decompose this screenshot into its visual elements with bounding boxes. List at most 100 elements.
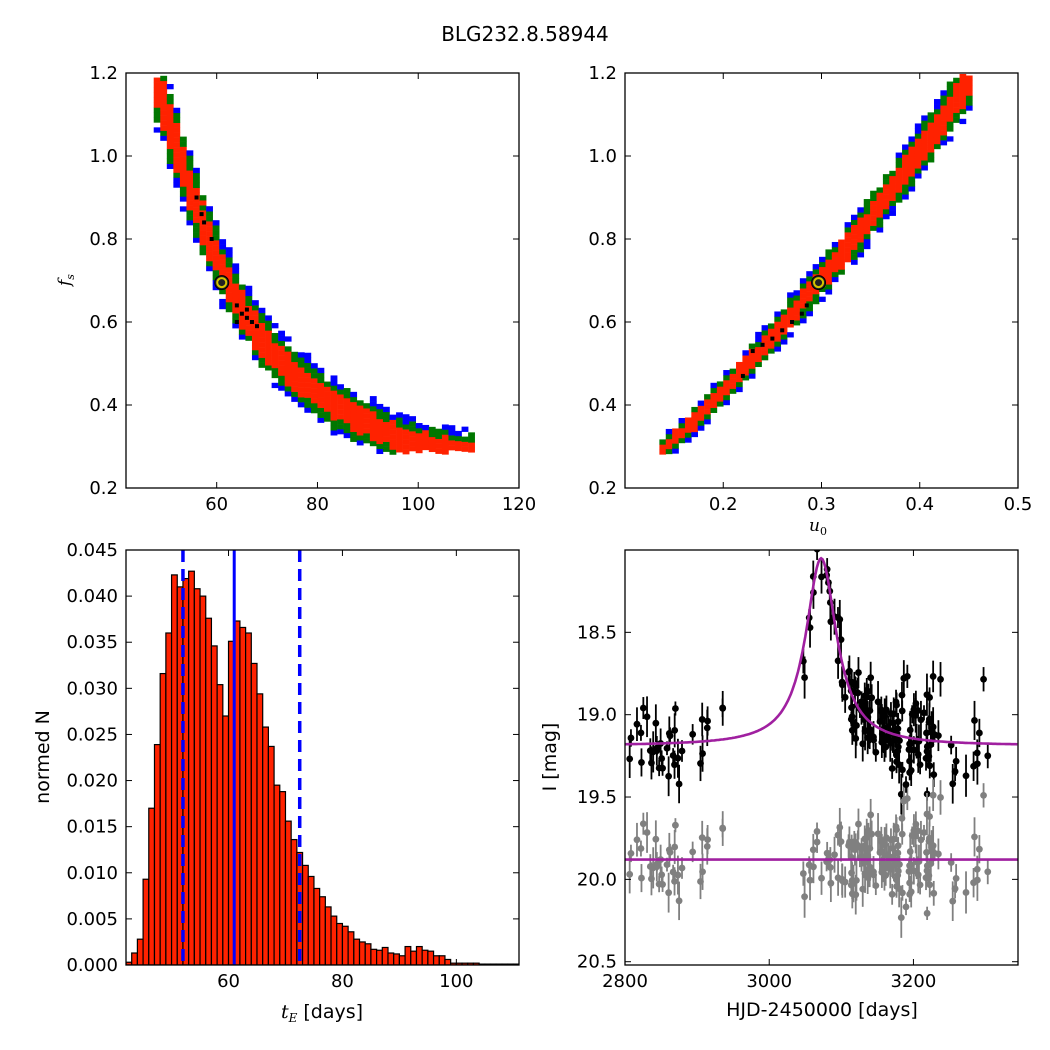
residual-point	[907, 888, 915, 896]
fs-te-cell	[343, 422, 351, 429]
fs-te-cell	[278, 355, 286, 361]
fs-te-cell	[291, 366, 299, 373]
fs-te-cell	[310, 398, 318, 404]
residual-point	[925, 834, 933, 842]
fs-te-cell	[225, 257, 233, 263]
fs-u0-cell	[710, 402, 718, 409]
fs-te-cell	[238, 319, 246, 325]
fs-te-cell	[251, 310, 259, 316]
fs-u0-cell	[838, 259, 845, 265]
fs-u0-cell	[927, 142, 935, 148]
fs-te-cell	[422, 439, 430, 446]
fs-te-cell	[415, 442, 423, 449]
histogram-bar	[170, 574, 178, 965]
data-point	[863, 693, 871, 701]
fs-u0-cell	[806, 271, 813, 277]
fs-te-cell	[193, 237, 200, 243]
fs-te-frame	[125, 72, 520, 489]
fs-u0-cell	[678, 417, 686, 424]
residual-point	[672, 821, 679, 829]
data-point	[912, 711, 920, 719]
fs-u0-cell	[716, 381, 724, 387]
fs-u0-cell	[940, 135, 948, 141]
fs-u0-cell	[736, 371, 743, 378]
data-point	[872, 748, 880, 756]
fs-te-cell	[343, 398, 351, 404]
fs-te-cell	[225, 292, 233, 298]
fs-te-cell	[278, 375, 286, 381]
fs-te-cell	[415, 432, 423, 439]
fs-te-cell	[212, 260, 220, 266]
fs-u0-cell	[946, 136, 954, 142]
histogram-bar	[239, 626, 247, 965]
fs-u0-cell	[774, 331, 782, 337]
fs-te-cell	[166, 158, 174, 164]
fs-te-cell	[206, 206, 213, 212]
histogram-bar	[210, 645, 218, 965]
fs-u0-cell	[799, 313, 807, 319]
fs-u0-cell	[946, 101, 954, 107]
fs-u0-cell	[921, 125, 928, 131]
fs-te-cell	[468, 437, 475, 443]
fs-ylabel: fs	[55, 274, 77, 288]
fs-te-cell	[389, 449, 397, 455]
data-point	[827, 618, 835, 626]
fs-u0-cell	[927, 132, 935, 138]
fs-te-cell	[297, 397, 305, 403]
fs-u0-cell	[927, 122, 935, 128]
fs-te-cell	[212, 245, 220, 251]
fs-te-cell	[402, 414, 410, 420]
fs-u0-cell	[825, 249, 833, 255]
fs-te-cell	[219, 259, 227, 265]
fs-u0-cell	[678, 422, 686, 429]
fs-te-cell	[225, 282, 233, 288]
fs-te-cell	[409, 426, 417, 432]
fs-te-cell	[376, 433, 384, 440]
fs-te-cell	[284, 351, 292, 357]
fs-u0-cell	[940, 125, 948, 131]
fs-te-cell	[291, 386, 299, 392]
data-point	[900, 674, 908, 682]
fs-te-sample-point	[239, 311, 244, 316]
fs-te-cell	[356, 405, 364, 411]
fs-te-cell	[186, 180, 194, 186]
fs-u0-cell	[927, 157, 935, 163]
fs-u0-cell	[876, 197, 884, 203]
data-point	[638, 759, 645, 766]
fs-te-cell	[337, 424, 344, 430]
fs-te-cell	[343, 407, 351, 414]
fs-te-cell	[232, 298, 240, 304]
fs-u0-cell	[684, 422, 692, 428]
fs-u0-cell	[844, 232, 852, 238]
fs-te-cell	[330, 415, 338, 421]
fs-te-cell	[179, 186, 187, 192]
fs-te-cell	[225, 272, 233, 278]
histogram-bar	[153, 743, 161, 965]
fs-te-cell	[389, 424, 397, 430]
fs-u0-cell	[908, 146, 916, 152]
fs-u0-cell	[857, 222, 865, 228]
fs-u0-cell	[831, 271, 839, 278]
fs-te-cell	[337, 384, 344, 390]
fs-u0-cell	[819, 286, 826, 292]
fs-u0-cell	[940, 130, 948, 136]
fs-te-cell	[245, 300, 253, 306]
fs-u0-cell	[940, 95, 948, 101]
fs-te-cell	[251, 349, 259, 356]
residual-point	[917, 836, 925, 844]
residual-point	[916, 881, 924, 889]
fs-te-cell	[179, 151, 187, 157]
histogram-bar	[438, 955, 446, 965]
data-point	[975, 729, 983, 737]
fs-te-cell	[232, 263, 240, 269]
fs-u0-cell	[723, 399, 730, 406]
histogram-bar	[279, 791, 287, 965]
fs-u0-cell	[799, 293, 807, 299]
fs-u0-cell	[933, 118, 941, 125]
residual-point	[648, 875, 655, 883]
u0-xlabel: u0	[809, 516, 827, 538]
residual-point	[698, 834, 706, 842]
fs-u0-cell	[895, 197, 903, 203]
fs-te-cell	[337, 409, 344, 415]
residual-point	[905, 867, 913, 875]
